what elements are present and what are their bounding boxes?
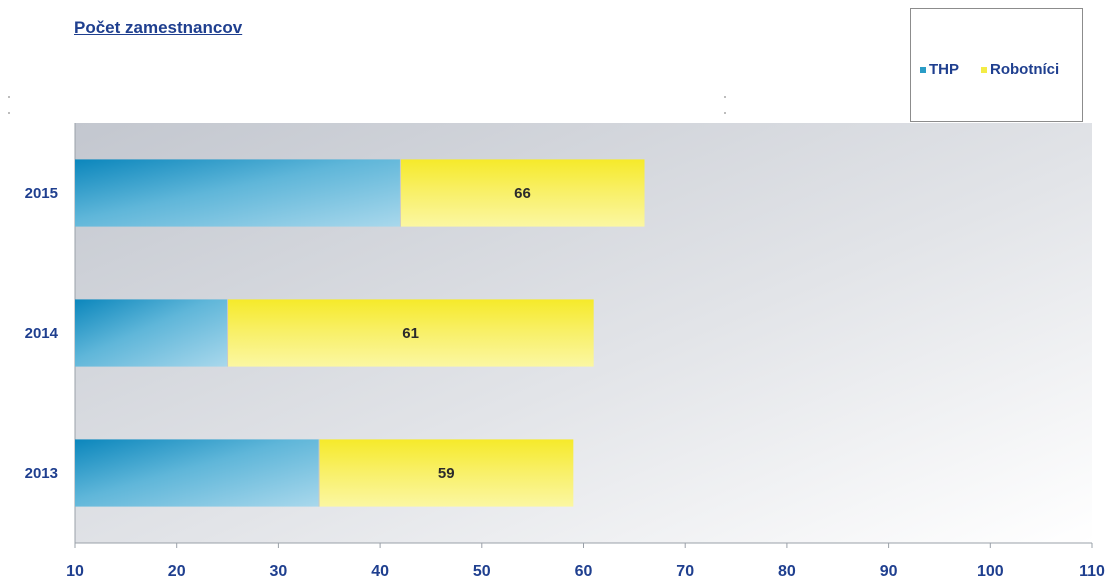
x-tick-label-30: 30 xyxy=(270,563,288,580)
x-tick-label-70: 70 xyxy=(676,563,694,580)
y-tick-label-2013: 2013 xyxy=(25,465,58,482)
data-label-2015: 66 xyxy=(514,185,531,202)
x-tick-label-100: 100 xyxy=(977,563,1004,580)
x-tick-label-50: 50 xyxy=(473,563,491,580)
scan-dot xyxy=(8,112,10,114)
x-tick-label-90: 90 xyxy=(880,563,898,580)
bar-robotn-ci-2015 xyxy=(400,159,645,227)
legend: THP Robotníci xyxy=(910,8,1083,122)
legend-label-thp: THP xyxy=(929,61,959,78)
x-tick-label-40: 40 xyxy=(371,563,389,580)
scan-dot xyxy=(724,96,726,98)
bar-robotn-ci-2014 xyxy=(227,299,594,367)
legend-item-robotnici: Robotníci xyxy=(981,61,1059,78)
y-tick-label-2015: 2015 xyxy=(25,185,58,202)
data-label-2014: 61 xyxy=(402,325,419,342)
y-tick-label-2014: 2014 xyxy=(25,325,59,342)
bar-robotn-ci-2013 xyxy=(319,439,574,507)
x-tick-label-20: 20 xyxy=(168,563,186,580)
chart-title: Počet zamestnancov xyxy=(74,18,243,37)
x-tick-label-110: 110 xyxy=(1079,563,1105,580)
scan-dot xyxy=(8,96,10,98)
x-tick-label-10: 10 xyxy=(66,563,84,580)
bar-thp-2014 xyxy=(75,299,228,367)
bar-thp-2013 xyxy=(75,439,320,507)
legend-item-thp: THP xyxy=(920,61,959,78)
data-label-2013: 59 xyxy=(438,465,455,482)
scan-dot xyxy=(724,112,726,114)
x-tick-label-80: 80 xyxy=(778,563,796,580)
legend-swatch-robotnici xyxy=(981,66,987,73)
legend-label-robotnici: Robotníci xyxy=(990,61,1060,78)
x-tick-label-60: 60 xyxy=(575,563,593,580)
legend-swatch-thp xyxy=(920,66,926,73)
bar-thp-2015 xyxy=(75,159,401,227)
